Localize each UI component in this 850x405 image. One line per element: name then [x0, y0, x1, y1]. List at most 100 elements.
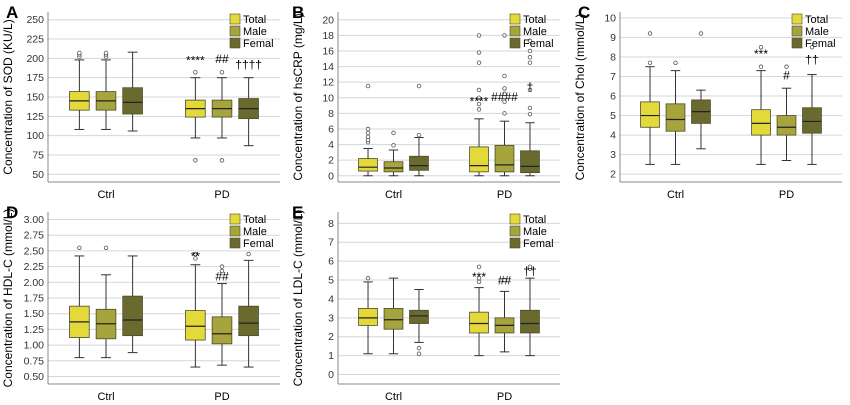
significance-mark: ††	[523, 264, 536, 278]
significance-mark: ****	[186, 54, 205, 68]
legend-swatch	[509, 37, 521, 49]
outlier-point	[476, 50, 482, 55]
chart-panel-d: 0.50 0.75 1.00 1.25 1.50 1.75 2.00 2.25 2.50 2.75…	[1, 203, 280, 403]
box-ctrl-male	[665, 60, 686, 165]
outlier-point	[527, 264, 533, 270]
outlier-point	[391, 143, 396, 148]
y-tick-label: 0.75	[24, 355, 45, 367]
box-iqr	[122, 295, 143, 337]
box-iqr	[665, 103, 686, 132]
box-pd-male	[494, 277, 515, 353]
outlier-point	[77, 50, 82, 56]
box-iqr	[211, 316, 233, 345]
x-category-label: PD	[779, 189, 794, 201]
box-pd-male	[494, 33, 515, 177]
box-ctrl-male	[383, 130, 404, 177]
legend-swatch	[229, 213, 241, 225]
y-tick-label: 18	[322, 30, 334, 42]
y-tick-label: 175	[26, 72, 44, 84]
significance-mark: ##	[215, 52, 229, 66]
y-tick-label: 2.50	[24, 245, 45, 257]
box-pd-total	[469, 264, 489, 357]
x-category-label: Ctrl	[667, 189, 684, 201]
significance-mark: ††	[805, 53, 818, 67]
y-tick-label: 14	[322, 61, 334, 73]
y-axis-title: Concentration of LDL-C (mmol/L)	[291, 210, 305, 387]
outlier-point	[502, 277, 507, 283]
box-iqr	[520, 309, 540, 334]
legend-label: Male	[805, 26, 829, 38]
outlier-point	[416, 133, 422, 138]
y-tick-label: 2.75	[24, 230, 45, 242]
box-pd-total	[469, 33, 489, 177]
legend-label: Male	[243, 26, 267, 38]
outlier-point	[103, 245, 109, 250]
outlier-point	[527, 55, 533, 60]
outlier-point	[698, 31, 704, 36]
y-tick-label: 5	[610, 110, 616, 122]
outlier-point	[365, 134, 371, 139]
outlier-point	[476, 275, 482, 281]
y-tick-label: 3	[610, 149, 616, 161]
y-tick-label: 225	[26, 34, 44, 46]
outlier-point	[193, 158, 198, 163]
outlier-point	[476, 101, 482, 107]
outlier-point	[647, 60, 653, 66]
legend-label: Male	[243, 226, 267, 238]
legend-swatch	[509, 225, 521, 237]
y-tick-label: 1.75	[24, 293, 45, 305]
y-tick-label: 0.50	[24, 371, 45, 383]
box-pd-femal	[238, 77, 259, 147]
box-pd-total	[185, 70, 206, 163]
y-tick-label: 250	[26, 14, 44, 26]
outlier-point	[758, 64, 764, 69]
y-tick-label: 16	[322, 45, 334, 57]
box-pd-total	[751, 44, 771, 165]
box-iqr	[409, 155, 429, 171]
outlier-point	[193, 251, 198, 257]
y-axis-title: Concentration of SOD (KU/L)	[1, 19, 15, 174]
legend-label: Total	[243, 214, 266, 226]
box-pd-femal	[520, 38, 540, 177]
box-iqr	[469, 146, 489, 173]
y-tick-label: 5	[328, 275, 334, 287]
box-ctrl-femal	[409, 288, 429, 356]
legend-swatch	[229, 225, 241, 237]
y-tick-label: 1.00	[24, 340, 45, 352]
y-tick-label: 200	[26, 53, 44, 65]
x-category-label: Ctrl	[97, 189, 114, 201]
box-iqr	[802, 107, 822, 134]
legend-label: Femal	[805, 38, 836, 50]
box-ctrl-male	[383, 277, 404, 355]
x-category-label: PD	[497, 189, 512, 201]
significance-mark: ***	[472, 270, 486, 284]
panel-label: C	[578, 3, 590, 22]
y-tick-label: 7	[328, 237, 334, 249]
y-tick-label: 7	[610, 71, 616, 83]
y-tick-label: 2.25	[24, 261, 45, 273]
outlier-point	[219, 268, 225, 274]
box-ctrl-femal	[122, 255, 143, 354]
box-iqr	[776, 115, 797, 136]
x-category-label: PD	[214, 189, 229, 201]
box-ctrl-total	[69, 50, 90, 130]
legend-label: Femal	[243, 238, 274, 250]
outlier-point	[365, 275, 371, 281]
significance-mark: ***	[754, 47, 768, 61]
y-tick-label: 2	[328, 155, 334, 167]
y-tick-label: 9	[610, 32, 616, 44]
box-pd-total	[185, 251, 206, 368]
outlier-point	[502, 91, 507, 97]
outlier-point	[416, 345, 422, 351]
box-pd-male	[211, 264, 233, 366]
x-category-label: Ctrl	[385, 391, 402, 403]
y-tick-label: 2.00	[24, 277, 45, 289]
box-ctrl-total	[640, 31, 660, 165]
outlier-point	[647, 31, 653, 36]
outlier-point	[219, 158, 225, 163]
outlier-point	[476, 95, 482, 100]
outlier-point	[476, 87, 482, 93]
